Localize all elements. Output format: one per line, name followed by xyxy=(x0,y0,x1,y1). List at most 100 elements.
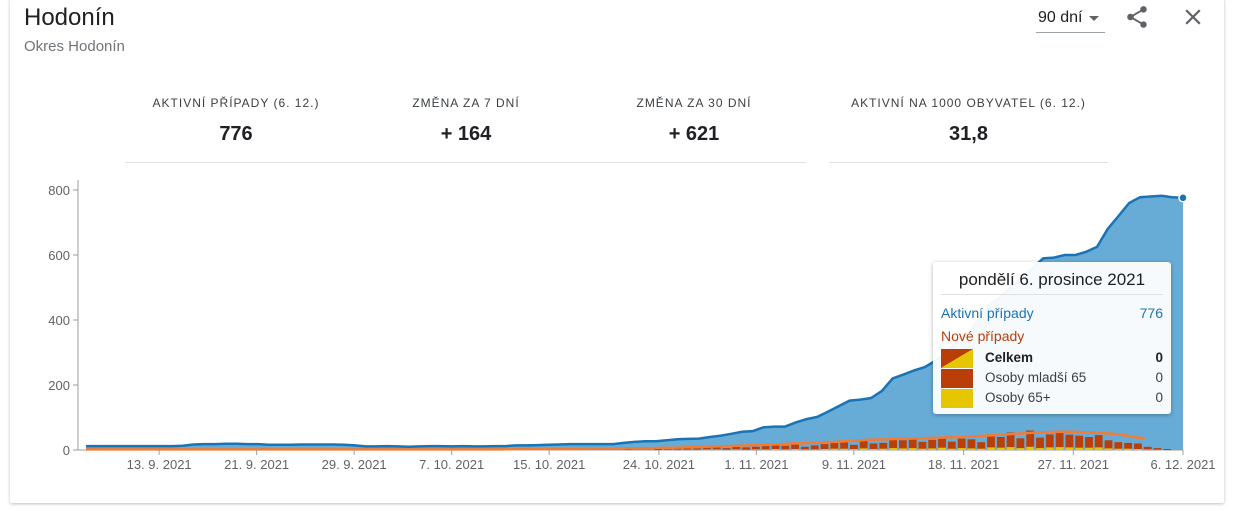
seniors-bar xyxy=(1094,447,1103,450)
x-tick-label: 13. 9. 2021 xyxy=(127,457,192,472)
x-tick-label: 15. 10. 2021 xyxy=(513,457,585,472)
y-tick-label: 0 xyxy=(63,443,70,458)
stat-change-7: ZMĚNA ZA 7 DNÍ + 164 xyxy=(355,96,577,146)
active-cases-endpoint xyxy=(1178,193,1188,203)
tooltip-row-total-label: Celkem xyxy=(985,350,1034,365)
new-cases-bar xyxy=(781,445,790,450)
total-swatch-icon xyxy=(941,349,973,368)
new-cases-bar xyxy=(712,446,721,450)
new-cases-bar xyxy=(889,438,897,450)
seniors-bar xyxy=(977,448,986,450)
new-cases-bar xyxy=(722,448,731,450)
seniors-bar xyxy=(1085,447,1093,450)
page-subtitle: Okres Hodonín xyxy=(24,38,125,55)
seniors-bar xyxy=(1055,447,1064,450)
share-button[interactable] xyxy=(1124,4,1150,30)
seniors-bar xyxy=(889,448,897,450)
new-cases-bar xyxy=(859,440,868,450)
new-cases-bar xyxy=(850,444,858,450)
seniors-bar xyxy=(1124,448,1132,450)
seniors-bar xyxy=(1016,448,1025,450)
new-cases-bar xyxy=(1143,446,1152,451)
stat-change-7-value: + 164 xyxy=(440,123,492,145)
seniors-bar xyxy=(947,448,956,450)
new-cases-bar xyxy=(663,448,672,450)
new-cases-bar xyxy=(1153,448,1162,450)
tooltip-active-value: 776 xyxy=(1139,305,1163,321)
seniors-bar xyxy=(869,449,878,450)
tooltip-row-over65-label: Osoby 65+ xyxy=(985,390,1051,405)
new-cases-bar xyxy=(899,440,907,451)
new-cases-bar xyxy=(703,447,711,450)
new-cases-bar xyxy=(947,441,956,450)
x-tick-label: 7. 10. 2021 xyxy=(419,457,484,472)
stat-change-30: ZMĚNA ZA 30 DNÍ + 621 xyxy=(583,96,805,146)
close-button[interactable] xyxy=(1180,4,1206,30)
x-tick-label: 18. 11. 2021 xyxy=(928,457,999,472)
seniors-bar xyxy=(928,448,937,450)
new-cases-bar xyxy=(1114,442,1123,450)
tooltip-new-label: Nové případy xyxy=(941,328,1025,344)
new-cases-bar xyxy=(1104,440,1113,451)
period-select[interactable]: 90 dní xyxy=(1036,4,1105,33)
seniors-bar xyxy=(810,449,819,450)
under65-swatch-icon xyxy=(941,369,973,388)
tooltip-row-under65-value: 0 xyxy=(1155,370,1163,385)
share-icon xyxy=(1127,6,1147,28)
new-cases-bar xyxy=(673,448,682,450)
seniors-bar xyxy=(840,448,848,450)
seniors-bar xyxy=(967,448,976,450)
tooltip-row-over65-value: 0 xyxy=(1155,390,1163,405)
new-cases-bar xyxy=(840,441,848,450)
seniors-bar xyxy=(850,449,858,450)
page-title: Hodonín xyxy=(24,4,115,31)
new-cases-bar xyxy=(752,446,760,451)
new-cases-bar xyxy=(1124,442,1132,450)
stat-per-1000-label: AKTIVNÍ NA 1000 OBYVATEL (6. 12.) xyxy=(851,96,1086,110)
active-cases-area xyxy=(86,195,1183,450)
new-cases-bar xyxy=(1094,435,1103,450)
stat-change-30-value: + 621 xyxy=(668,123,720,145)
x-tick-label: 9. 11. 2021 xyxy=(822,457,886,472)
seniors-bar xyxy=(1006,447,1015,450)
new-cases-bar xyxy=(918,441,927,450)
seniors-bar xyxy=(732,449,741,450)
stat-active: AKTIVNÍ PŘÍPADY (6. 12.) 776 xyxy=(125,96,347,146)
seniors-bar xyxy=(918,448,927,450)
new-cases-bar xyxy=(693,448,702,450)
new-cases-bar xyxy=(957,438,966,450)
seniors-bar xyxy=(1065,447,1074,450)
chevron-down-icon xyxy=(1089,15,1100,21)
new-cases-bar xyxy=(683,447,692,450)
stat-change-7-label: ZMĚNA ZA 7 DNÍ xyxy=(412,96,520,110)
stats-divider-left xyxy=(125,162,806,163)
x-tick-label: 21. 9. 2021 xyxy=(224,457,289,472)
new-cases-bar xyxy=(996,437,1005,450)
tooltip-date: pondělí 6. prosince 2021 xyxy=(958,270,1146,289)
stat-active-label: AKTIVNÍ PŘÍPADY (6. 12.) xyxy=(152,96,320,110)
new-cases-bar xyxy=(977,442,986,450)
new-cases-bar xyxy=(879,442,888,450)
seniors-bar xyxy=(899,448,907,450)
new-cases-bar xyxy=(810,445,819,450)
new-cases-bar xyxy=(1026,430,1035,450)
seniors-bar xyxy=(1114,448,1123,450)
seniors-bar xyxy=(820,449,829,450)
seniors-bar xyxy=(771,449,780,450)
y-tick-label: 400 xyxy=(48,313,70,328)
seniors-bar xyxy=(703,449,711,450)
y-tick-label: 800 xyxy=(48,183,70,198)
seniors-bar xyxy=(908,448,917,450)
close-icon xyxy=(1185,9,1201,25)
seniors-bar xyxy=(830,448,839,450)
seniors-bar xyxy=(791,449,799,450)
new-cases-bar xyxy=(1163,449,1172,450)
new-cases-bar xyxy=(742,447,750,450)
y-tick-label: 200 xyxy=(48,378,70,393)
tooltip-row-total-value: 0 xyxy=(1155,350,1163,365)
seniors-bar xyxy=(761,449,770,450)
new-cases-bar xyxy=(830,442,839,450)
new-cases-bar xyxy=(1045,434,1054,450)
stat-active-value: 776 xyxy=(219,123,253,145)
